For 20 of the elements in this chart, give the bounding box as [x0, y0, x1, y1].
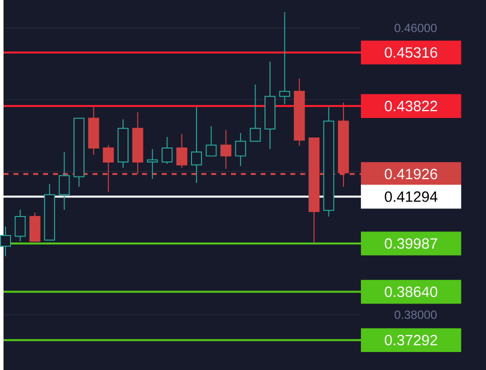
candlestick	[58, 151, 70, 210]
candlestick	[14, 209, 26, 242]
candlestick	[162, 136, 173, 164]
candlestick	[146, 148, 158, 180]
y-tick-label: 0.38000	[394, 310, 437, 319]
ref-line-label: 0.43822	[384, 100, 438, 112]
ref-line-label: 0.38640	[384, 286, 438, 297]
ref-line-label: 0.41926	[384, 168, 438, 180]
candlestick	[206, 126, 217, 156]
ref-line-label: 0.45316	[384, 47, 438, 58]
y-tick-label: 0.46000	[394, 24, 437, 32]
candlestick	[191, 106, 202, 184]
ref-line-label: 0.37292	[384, 334, 438, 346]
ref-line-label: 0.39987	[384, 238, 438, 249]
candlestick	[220, 129, 232, 170]
ref-line-label: 0.41294	[384, 191, 438, 202]
candlestick	[279, 12, 290, 105]
candlestick	[235, 132, 246, 166]
candlestick	[250, 84, 261, 142]
candlestick	[176, 133, 188, 168]
